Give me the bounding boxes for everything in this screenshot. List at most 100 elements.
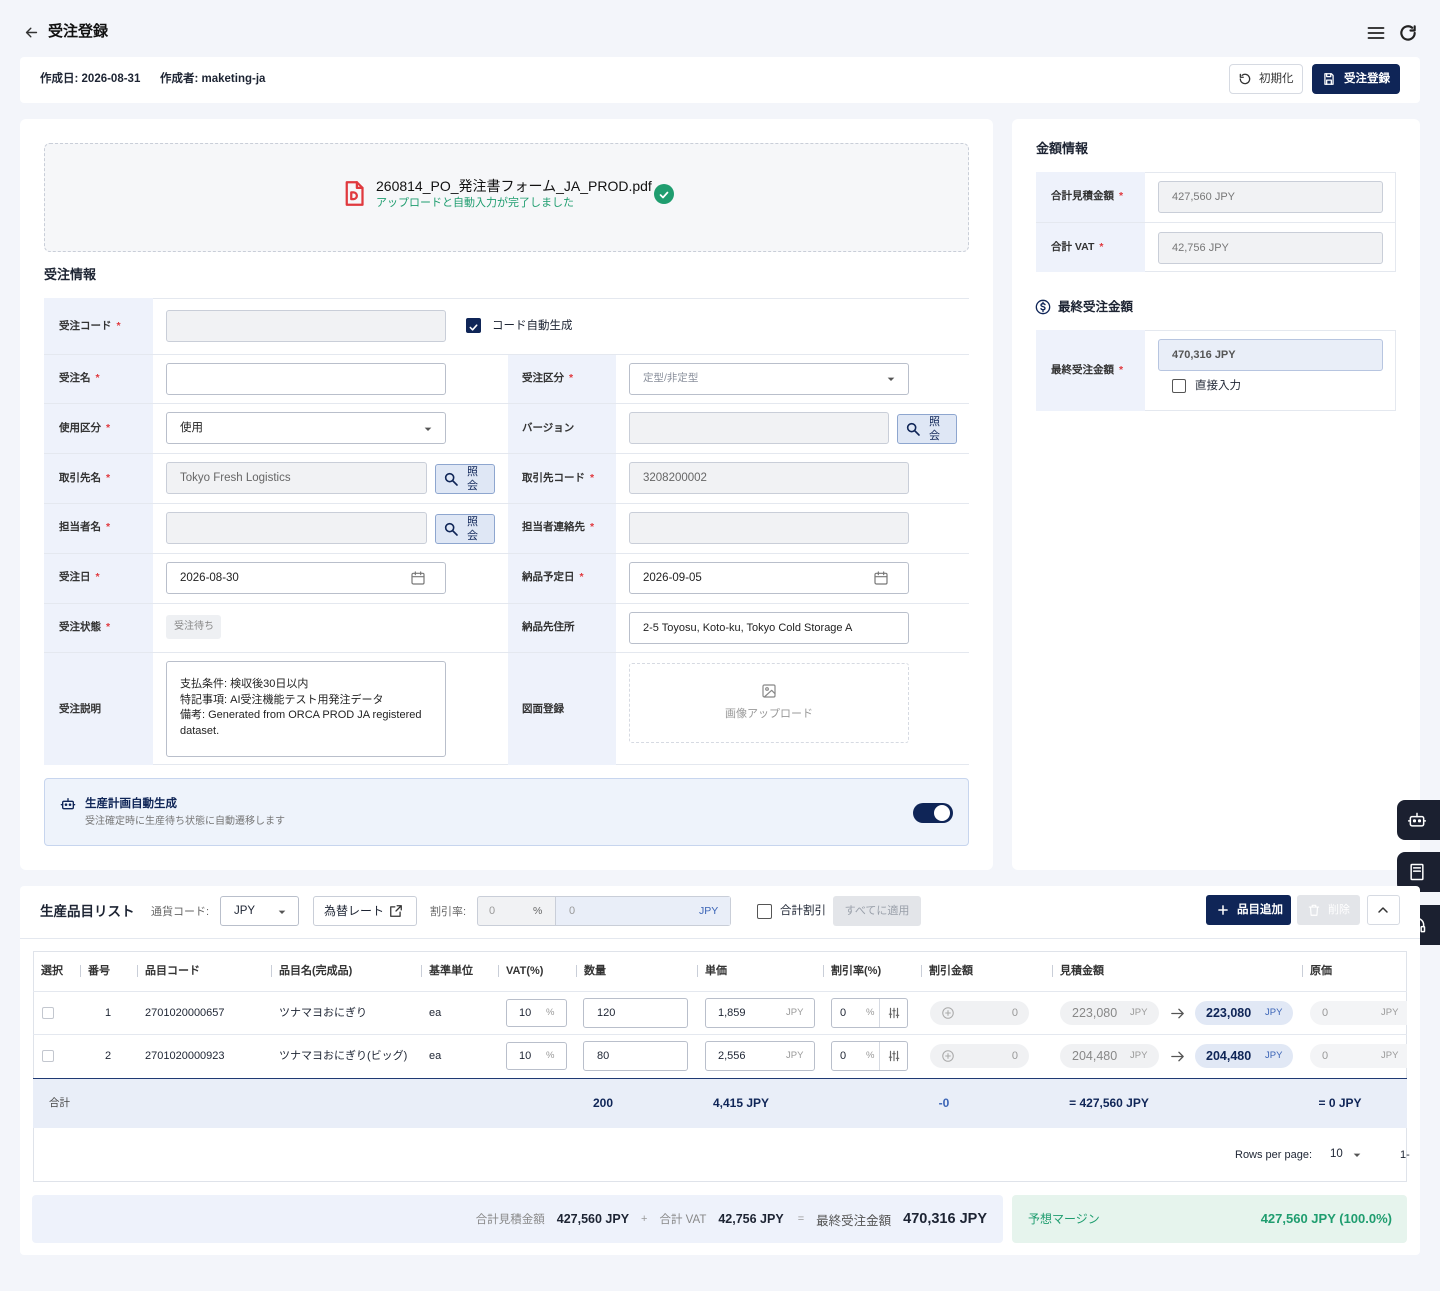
- field-label-text: 受注名: [59, 372, 91, 384]
- price-input[interactable]: [705, 1041, 815, 1071]
- icon-path: [1409, 25, 1416, 32]
- icon-circle: [444, 522, 455, 533]
- price-input[interactable]: [705, 998, 815, 1028]
- icon-path: [763, 689, 776, 698]
- icon-circle: [906, 422, 917, 433]
- description-textarea[interactable]: [166, 661, 446, 757]
- apply-all-button[interactable]: [833, 896, 921, 926]
- order-name-input[interactable]: [166, 363, 446, 395]
- icon-rect: [62, 800, 74, 810]
- column-separator: [1052, 965, 1053, 977]
- order-date-input[interactable]: [166, 562, 446, 594]
- vat-input[interactable]: [506, 999, 567, 1027]
- field-label-text: 取引先コード: [522, 472, 585, 484]
- field-label-text: バージョン: [522, 422, 575, 434]
- rate-percent: %: [866, 1007, 875, 1018]
- delivery-date-input[interactable]: [629, 562, 909, 594]
- icon-path: [1326, 73, 1332, 85]
- icon-circle: [64, 803, 68, 806]
- qty-input[interactable]: [583, 1041, 688, 1071]
- icon-svg: [942, 1007, 954, 1019]
- label-column: [1036, 330, 1145, 411]
- lookup-button[interactable]: [435, 514, 495, 544]
- field-label-text: 使用区分: [59, 422, 101, 434]
- field-label-text: 取引先名: [59, 472, 101, 484]
- collapse-button[interactable]: [1367, 895, 1400, 925]
- required-mark: *: [1119, 190, 1124, 202]
- manager-input[interactable]: [166, 512, 427, 544]
- auto-code-checkbox[interactable]: [466, 318, 481, 333]
- price-currency: JPY: [786, 1007, 804, 1018]
- description-line: 備考: Generated from ORCA PROD JA register…: [180, 709, 422, 737]
- total-discount: -0: [938, 1096, 950, 1110]
- rate-input[interactable]: [831, 998, 908, 1028]
- field-label: 担当者名 *: [59, 517, 110, 537]
- usage-select[interactable]: [166, 412, 446, 444]
- discount-currency: JPY: [699, 905, 719, 917]
- row-divider: [44, 503, 969, 504]
- final-amount-input[interactable]: [1158, 339, 1383, 371]
- required-mark: *: [590, 472, 595, 484]
- field-label: 取引先名 *: [59, 468, 110, 488]
- field-label: 最終受注金額 *: [1051, 360, 1123, 380]
- add-item-label: 品目追加: [1237, 904, 1283, 916]
- icon-rect: [1420, 925, 1426, 933]
- arrow-icon: [1169, 1048, 1186, 1065]
- qty-input[interactable]: [583, 998, 688, 1028]
- lookup-button[interactable]: [435, 464, 495, 494]
- price-value: 2,556: [718, 1050, 746, 1062]
- submit-button[interactable]: [1312, 64, 1400, 94]
- icon-circle: [765, 687, 769, 691]
- column-separator: [576, 965, 577, 977]
- image-upload-zone[interactable]: [629, 663, 909, 743]
- row-checkbox[interactable]: [42, 1050, 54, 1062]
- column-header: 番号: [88, 965, 110, 977]
- trash-icon: [1307, 903, 1321, 917]
- adjust-icon: [887, 1049, 901, 1063]
- side-button[interactable]: [1397, 852, 1440, 892]
- lookup-label: 照会: [929, 416, 940, 442]
- final-amount-title: 最終受注金額: [1058, 300, 1134, 314]
- discount-amount-input[interactable]: [555, 897, 730, 925]
- delivery-address-input[interactable]: [629, 612, 909, 644]
- auto-plan-title: 生産計画自動生成: [85, 798, 177, 810]
- estimate-pill: [1060, 1044, 1159, 1068]
- lookup-button[interactable]: [897, 414, 957, 444]
- manual-checkbox[interactable]: [1172, 379, 1186, 393]
- icon-rect: [874, 572, 888, 585]
- required-mark: *: [106, 621, 111, 633]
- icon-svg: [1171, 1008, 1184, 1019]
- required-mark: *: [569, 372, 574, 384]
- rate-input[interactable]: [831, 1041, 908, 1071]
- delete-button[interactable]: [1297, 895, 1360, 925]
- field-label: 取引先コード *: [522, 468, 594, 488]
- client-code-input[interactable]: [629, 462, 909, 494]
- total-discount-checkbox[interactable]: [757, 904, 772, 919]
- icon-svg: [469, 324, 478, 331]
- reset-button[interactable]: [1229, 64, 1303, 94]
- required-mark: *: [95, 372, 100, 384]
- field-label-text: 受注日: [59, 571, 91, 583]
- row-number: 1: [104, 1007, 112, 1019]
- required-mark: *: [116, 320, 121, 332]
- currency-select[interactable]: [220, 896, 299, 926]
- status-tag-text: 受注待ち: [174, 621, 214, 632]
- version-input[interactable]: [629, 412, 889, 444]
- row-divider: [44, 453, 969, 454]
- order-code-input[interactable]: [166, 310, 446, 342]
- order-type-select[interactable]: [629, 363, 909, 395]
- icon-svg: [1410, 863, 1424, 881]
- icon-svg: [444, 522, 458, 536]
- client-name-input[interactable]: [166, 462, 427, 494]
- row-checkbox[interactable]: [42, 1007, 54, 1019]
- field-label: 納品予定日 *: [522, 567, 584, 587]
- discount-value: 0: [1011, 1007, 1018, 1019]
- field-label: 受注日 *: [59, 567, 100, 587]
- column-separator: [921, 965, 922, 977]
- manager-contact-input[interactable]: [629, 512, 909, 544]
- vat-input[interactable]: [506, 1042, 567, 1070]
- row-divider: [44, 603, 969, 604]
- row-number: 2: [104, 1050, 112, 1062]
- icon-svg: [1353, 1153, 1361, 1157]
- rate-button[interactable]: [313, 896, 417, 926]
